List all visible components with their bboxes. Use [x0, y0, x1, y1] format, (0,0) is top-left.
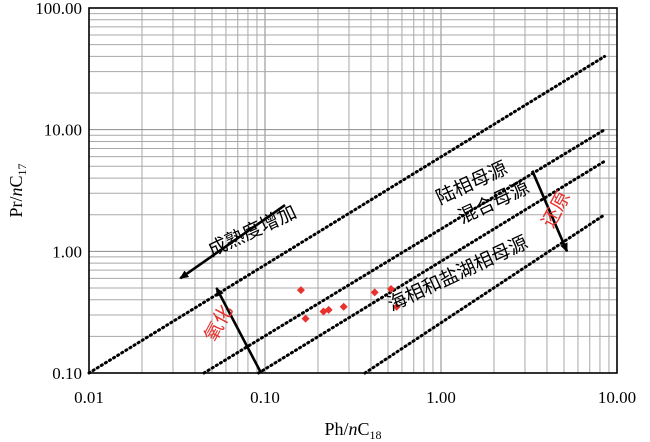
- plot-frame: [88, 7, 618, 374]
- arrow: [179, 204, 286, 280]
- boundary-line: [87, 54, 607, 375]
- data-point: [339, 302, 348, 311]
- boundary-line: [257, 159, 607, 375]
- y-title-italic: n: [6, 188, 26, 197]
- data-point: [296, 286, 305, 295]
- boundary-line: [202, 128, 607, 375]
- annotation-label: 海相和盐湖相母源: [384, 232, 531, 316]
- y-tick-label: 100.00: [35, 0, 82, 18]
- x-title-main: Ph/: [324, 419, 348, 439]
- x-tick-label: 0.10: [250, 388, 280, 407]
- y-title-sub: 17: [15, 163, 29, 175]
- boundary-line: [363, 213, 607, 375]
- arrow: [531, 170, 569, 253]
- x-tick-label: 1.00: [426, 388, 456, 407]
- x-tick-label: 0.01: [74, 388, 104, 407]
- x-axis-title: Ph/nC18: [324, 419, 381, 442]
- x-title-tail: C: [358, 419, 370, 439]
- y-tick-label: 0.10: [52, 364, 82, 383]
- data-point: [301, 314, 310, 323]
- y-title-main: Pr/: [6, 197, 26, 218]
- arrows: [179, 170, 569, 374]
- y-tick-labels: 0.10 1.00 10.00 100.00: [35, 0, 82, 383]
- boundary-lines: [87, 54, 607, 375]
- x-title-italic: n: [349, 419, 358, 439]
- x-tick-labels: 0.01 0.10 1.00 10.00: [74, 388, 636, 407]
- data-points: [296, 285, 401, 323]
- data-point: [387, 285, 396, 294]
- y-tick-label: 1.00: [52, 242, 82, 261]
- data-point: [392, 302, 401, 311]
- x-tick-label: 10.00: [598, 388, 636, 407]
- y-tick-label: 10.00: [44, 121, 82, 140]
- annotation-label: 氧化: [200, 301, 237, 345]
- data-point: [370, 288, 379, 297]
- x-title-sub: 18: [370, 428, 382, 442]
- y-axis-title: Pr/nC17: [6, 163, 29, 217]
- data-point: [324, 305, 333, 314]
- grid: [89, 8, 617, 373]
- arrow: [215, 287, 263, 374]
- y-title-tail: C: [6, 175, 26, 187]
